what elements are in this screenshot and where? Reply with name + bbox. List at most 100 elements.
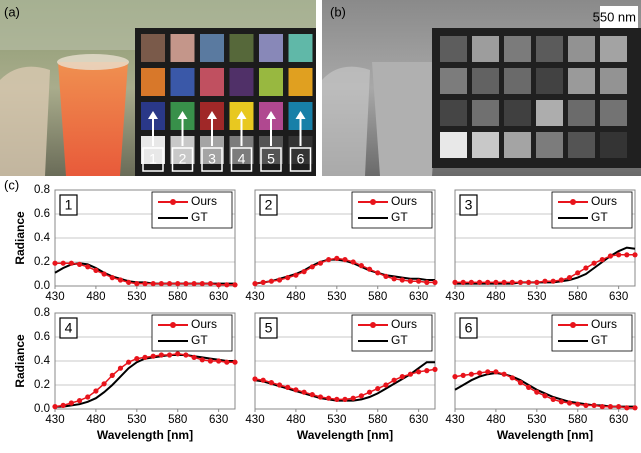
data-point bbox=[158, 352, 164, 358]
legend-marker bbox=[570, 322, 576, 328]
checker-patch bbox=[568, 100, 595, 126]
x-tick-label: 630 bbox=[209, 291, 228, 303]
data-point bbox=[493, 369, 499, 375]
legend-label: Ours bbox=[591, 317, 617, 331]
legend-label: Ours bbox=[191, 194, 217, 208]
legend-label: Ours bbox=[591, 194, 617, 208]
data-point bbox=[599, 257, 605, 263]
data-point bbox=[334, 255, 340, 261]
data-point bbox=[550, 396, 556, 402]
y-tick-label: 0.0 bbox=[34, 280, 50, 292]
plot-frame bbox=[454, 189, 636, 287]
x-tick-label: 530 bbox=[327, 291, 346, 303]
data-point bbox=[207, 281, 214, 287]
band-label-box bbox=[600, 6, 638, 28]
chart-number-box bbox=[459, 317, 478, 339]
patch-number-box bbox=[230, 147, 253, 172]
x-tick-label: 580 bbox=[568, 414, 587, 426]
checker-patch bbox=[440, 36, 467, 62]
data-point bbox=[183, 352, 189, 358]
data-point bbox=[175, 281, 181, 287]
series-line bbox=[454, 371, 635, 409]
data-point bbox=[150, 353, 156, 359]
y-tick-label: 0.4 bbox=[34, 232, 51, 244]
data-point bbox=[260, 377, 266, 383]
panel-label: (a) bbox=[4, 4, 20, 19]
legend-label: Ours bbox=[191, 317, 217, 331]
panel-label: (b) bbox=[330, 4, 346, 19]
data-point bbox=[509, 375, 515, 381]
x-tick-label: 430 bbox=[445, 291, 464, 303]
patch-number-box bbox=[201, 147, 223, 172]
data-point bbox=[526, 384, 532, 390]
series-line bbox=[254, 361, 435, 402]
patch-number-box bbox=[289, 147, 312, 172]
legend-label: GT bbox=[391, 210, 408, 224]
data-point bbox=[424, 279, 430, 285]
legend-label: GT bbox=[391, 333, 408, 347]
data-point bbox=[358, 263, 364, 269]
data-point bbox=[126, 279, 132, 285]
checker-patch bbox=[504, 68, 531, 94]
chart-title: 5 bbox=[265, 320, 273, 336]
data-point bbox=[542, 393, 548, 399]
arrow-head bbox=[148, 111, 158, 119]
x-tick-label: 530 bbox=[527, 414, 546, 426]
legend-marker bbox=[570, 199, 576, 205]
x-tick-label: 630 bbox=[409, 414, 428, 426]
data-point bbox=[85, 394, 91, 400]
checker-patch bbox=[600, 100, 627, 126]
x-tick-label: 430 bbox=[45, 291, 64, 303]
data-point bbox=[550, 278, 556, 284]
data-point bbox=[268, 380, 274, 386]
data-point bbox=[591, 260, 597, 266]
x-tick-label: 580 bbox=[168, 414, 187, 426]
x-tick-label: 430 bbox=[245, 291, 264, 303]
x-tick-label: 630 bbox=[609, 291, 628, 303]
patch-number-box bbox=[171, 147, 194, 172]
data-point bbox=[624, 252, 630, 258]
checker-patch bbox=[568, 36, 595, 62]
data-point bbox=[268, 278, 274, 284]
x-tick-label: 480 bbox=[286, 414, 305, 426]
x-axis-label: Wavelength [nm] bbox=[297, 428, 393, 442]
y-tick-label: 0.0 bbox=[34, 403, 50, 415]
y-axis-label: Radiance bbox=[13, 334, 27, 388]
data-point bbox=[517, 380, 524, 386]
legend-label: GT bbox=[591, 333, 608, 347]
data-point bbox=[285, 384, 291, 390]
legend-label: Ours bbox=[391, 317, 417, 331]
data-point bbox=[616, 252, 622, 258]
patch-number: 4 bbox=[238, 151, 246, 167]
data-point bbox=[191, 281, 197, 287]
data-point bbox=[566, 400, 573, 406]
data-point bbox=[117, 277, 124, 283]
x-tick-label: 530 bbox=[327, 414, 346, 426]
data-point bbox=[599, 404, 605, 410]
checker-patch bbox=[259, 34, 283, 62]
data-point bbox=[476, 279, 483, 285]
x-tick-label: 630 bbox=[609, 414, 628, 426]
data-point bbox=[542, 278, 548, 284]
chart-title: 2 bbox=[265, 197, 273, 213]
data-point bbox=[632, 252, 638, 258]
data-point bbox=[350, 395, 356, 401]
y-tick-label: 0.2 bbox=[34, 256, 50, 268]
chart-title: 3 bbox=[465, 197, 473, 213]
data-point bbox=[416, 369, 422, 375]
checker-patch bbox=[472, 36, 499, 62]
data-point bbox=[485, 369, 491, 375]
arrow-head bbox=[207, 111, 217, 119]
checker-patch bbox=[504, 100, 531, 126]
data-point bbox=[350, 259, 356, 265]
legend-marker bbox=[170, 322, 176, 328]
data-point bbox=[399, 277, 405, 283]
data-point bbox=[476, 370, 483, 376]
x-tick-label: 530 bbox=[527, 291, 546, 303]
data-point bbox=[309, 392, 315, 398]
data-point bbox=[452, 374, 458, 380]
data-point bbox=[166, 352, 173, 358]
data-point bbox=[301, 389, 307, 395]
data-point bbox=[460, 372, 466, 378]
